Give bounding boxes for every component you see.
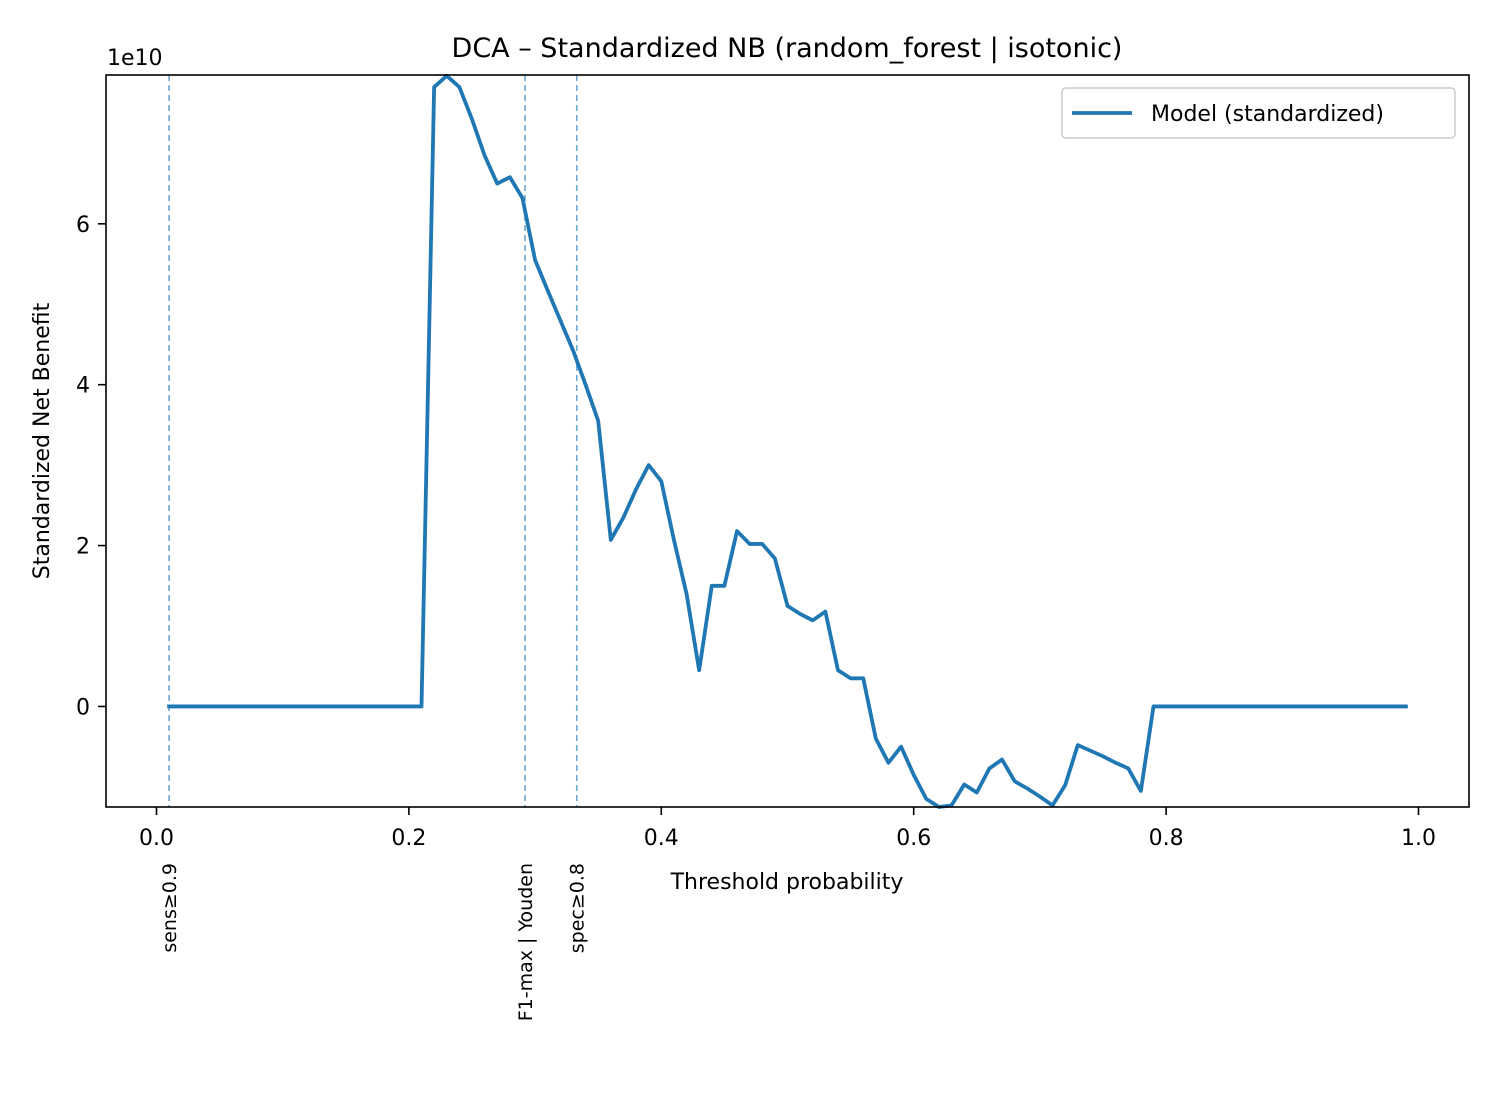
y-tick-label-0: 0 (76, 695, 90, 720)
y-tick-label-2: 4 (76, 374, 90, 399)
x-tick-label-3: 0.6 (896, 826, 931, 851)
threshold-label-0: sens≥0.9 (159, 863, 181, 953)
x-tick-label-2: 0.4 (644, 826, 679, 851)
y-axis-label: Standardized Net Benefit (30, 302, 55, 579)
y-axis-ticks: 0 2 4 6 (76, 213, 106, 720)
y-offset-label: 1e10 (107, 46, 163, 71)
threshold-label-1: F1-max | Youden (515, 863, 537, 1021)
series-layer (167, 73, 1408, 809)
legend: Model (standardized) (1061, 87, 1456, 139)
legend-box (1061, 87, 1456, 139)
x-tick-label-1: 0.2 (391, 826, 426, 851)
x-tick-label-5: 1.0 (1401, 826, 1436, 851)
threshold-label-2: spec≥0.8 (567, 863, 589, 953)
plot-frame (105, 74, 1470, 808)
y-tick-label-3: 6 (76, 213, 90, 238)
legend-label: Model (standardized) (1151, 102, 1384, 127)
series-line-0 (167, 73, 1408, 809)
x-tick-label-0: 0.0 (139, 826, 174, 851)
x-axis-label: Threshold probability (670, 870, 904, 895)
chart-title: DCA – Standardized NB (random_forest | i… (452, 33, 1123, 64)
y-tick-label-1: 2 (76, 535, 90, 560)
x-axis-ticks: 0.0 0.2 0.4 0.6 0.8 1.0 (139, 807, 1436, 851)
threshold-markers: sens≥0.9 F1-max | Youden spec≥0.8 (159, 75, 589, 1021)
x-tick-label-4: 0.8 (1149, 826, 1184, 851)
